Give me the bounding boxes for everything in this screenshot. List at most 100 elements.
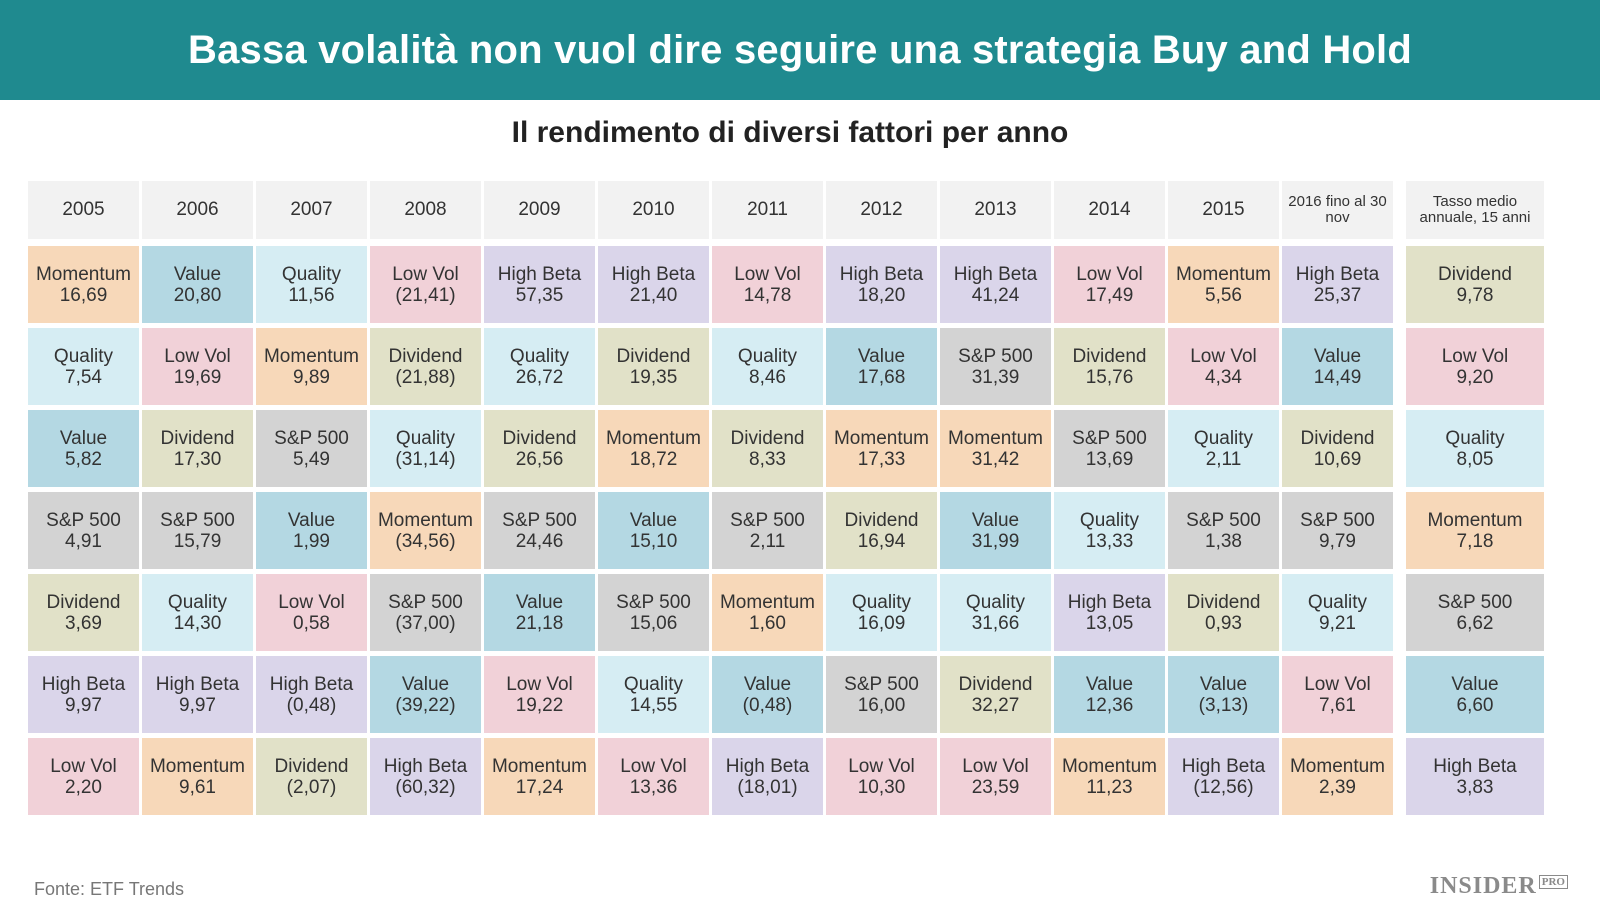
factor-cell: High Beta (60,32) (370, 738, 481, 815)
factor-name: Momentum (263, 345, 360, 367)
factor-name: S&P 500 (958, 345, 1033, 367)
factor-name: Value (629, 509, 678, 531)
factor-return: 18,20 (857, 284, 906, 306)
factor-cell: Value 1,99 (256, 492, 367, 569)
factor-return: 9,89 (293, 366, 330, 388)
factor-return: 1,38 (1205, 530, 1242, 552)
factor-return: 0,58 (293, 612, 330, 634)
factor-cell: Quality 8,46 (712, 328, 823, 405)
factor-cell: Value 17,68 (826, 328, 937, 405)
factor-name: S&P 500 (46, 509, 121, 531)
factor-name: Momentum (833, 427, 930, 449)
factor-return: 31,66 (971, 612, 1020, 634)
factor-return: 5,49 (293, 448, 330, 470)
factor-cell: Value 5,82 (28, 410, 139, 487)
factor-return: (39,22) (395, 694, 456, 716)
factor-cell: S&P 500 15,79 (142, 492, 253, 569)
factor-name: S&P 500 (160, 509, 235, 531)
factor-return: 21,18 (515, 612, 564, 634)
factor-return: 17,49 (1085, 284, 1134, 306)
column-header-year: 2015 (1168, 181, 1279, 239)
factor-cell: Low Vol 14,78 (712, 246, 823, 323)
factor-name: High Beta (1295, 263, 1380, 285)
factor-cell: Value (3,13) (1168, 656, 1279, 733)
factor-cell: Low Vol 4,34 (1168, 328, 1279, 405)
factor-return: 9,78 (1456, 284, 1494, 306)
factor-name: Quality (737, 345, 798, 367)
factor-name: Quality (623, 673, 684, 695)
factor-name: Value (515, 591, 564, 613)
factor-return: (21,88) (395, 366, 456, 388)
factor-return: 31,39 (971, 366, 1020, 388)
factor-name: Value (1313, 345, 1362, 367)
factor-return: 5,56 (1205, 284, 1242, 306)
factor-return: 19,22 (515, 694, 564, 716)
factor-return: (21,41) (395, 284, 456, 306)
factor-return: 13,69 (1085, 448, 1134, 470)
factor-return: 14,30 (173, 612, 222, 634)
factor-return: 19,35 (629, 366, 678, 388)
factor-name: Dividend (274, 755, 349, 777)
factor-cell: High Beta 21,40 (598, 246, 709, 323)
source-note: Fonte: ETF Trends (34, 879, 185, 899)
factor-name: Momentum (149, 755, 246, 777)
column-header-year: 2011 (712, 181, 823, 239)
factor-return: 17,33 (857, 448, 906, 470)
factor-return: 14,78 (743, 284, 792, 306)
factor-cell: Quality 26,72 (484, 328, 595, 405)
factor-cell: S&P 500 1,38 (1168, 492, 1279, 569)
factor-return: 10,30 (857, 776, 906, 798)
factor-name: Momentum (1175, 263, 1272, 285)
factor-return: 16,09 (857, 612, 906, 634)
factor-name: S&P 500 (1437, 591, 1513, 613)
factor-cell: Momentum 17,33 (826, 410, 937, 487)
factor-name: Low Vol (278, 591, 345, 613)
factor-return: (37,00) (395, 612, 456, 634)
factor-cell: S&P 500 4,91 (28, 492, 139, 569)
factor-return: 8,33 (749, 448, 786, 470)
factor-name: Low Vol (962, 755, 1029, 777)
factor-cell: High Beta 3,83 (1406, 738, 1544, 815)
factor-cell: Dividend 9,78 (1406, 246, 1544, 323)
factor-name: Low Vol (1190, 345, 1257, 367)
factor-return: 16,69 (59, 284, 108, 306)
factor-name: Momentum (947, 427, 1044, 449)
factor-name: Quality (1079, 509, 1140, 531)
factor-return: 17,68 (857, 366, 906, 388)
factor-return: 16,00 (857, 694, 906, 716)
factor-name: High Beta (725, 755, 810, 777)
factor-cell: S&P 500 13,69 (1054, 410, 1165, 487)
factor-name: High Beta (1181, 755, 1266, 777)
factor-return: (12,56) (1193, 776, 1254, 798)
factor-cell: Value 12,36 (1054, 656, 1165, 733)
factor-return: (0,48) (742, 694, 793, 716)
factor-cell: Dividend 3,69 (28, 574, 139, 651)
factor-name: High Beta (155, 673, 240, 695)
factor-cell: Value 14,49 (1282, 328, 1393, 405)
column-header-year: 2014 (1054, 181, 1165, 239)
factor-name: Momentum (1061, 755, 1158, 777)
factor-return: 11,56 (288, 284, 335, 306)
factor-name: Value (1199, 673, 1248, 695)
column-header-year: 2012 (826, 181, 937, 239)
factor-return: 26,56 (515, 448, 564, 470)
factor-return: 3,69 (65, 612, 102, 634)
factor-cell: Value 15,10 (598, 492, 709, 569)
factor-name: S&P 500 (388, 591, 463, 613)
factor-name: Momentum (491, 755, 588, 777)
factor-name: S&P 500 (730, 509, 805, 531)
factor-return: 17,24 (515, 776, 564, 798)
factor-name: Low Vol (392, 263, 459, 285)
factor-return: 8,05 (1456, 448, 1494, 470)
factor-return: 14,55 (629, 694, 678, 716)
factor-name: High Beta (269, 673, 354, 695)
page-title: Bassa volalità non vuol dire seguire una… (187, 27, 1412, 72)
factor-return: 57,35 (515, 284, 564, 306)
factor-cell: Dividend 8,33 (712, 410, 823, 487)
factor-name: Momentum (1289, 755, 1386, 777)
factor-return: 20,80 (173, 284, 222, 306)
factor-return: 2,11 (1205, 448, 1242, 470)
factor-return: 5,82 (65, 448, 102, 470)
factor-return: 15,10 (629, 530, 678, 552)
